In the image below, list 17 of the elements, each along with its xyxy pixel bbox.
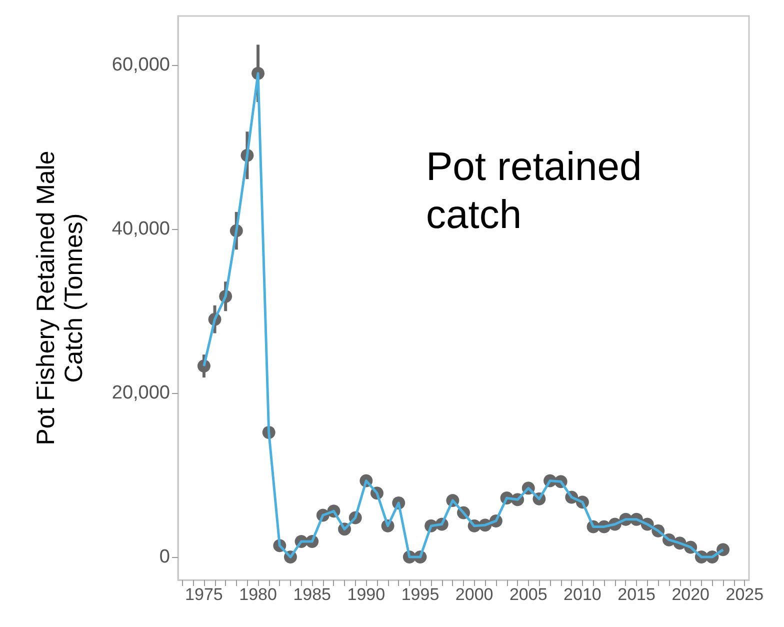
x-tick-label: 1995 [401,585,440,604]
x-tick-label: 2025 [726,585,764,604]
x-tick-label: 2005 [509,585,548,604]
x-tick-label: 1975 [185,585,223,604]
x-tick-label: 2015 [618,585,656,604]
annotation: Pot retained catch [426,145,642,237]
y-tick-label: 40,000 [112,218,170,240]
y-tick-label: 20,000 [112,382,170,404]
y-axis-title: Pot Fishery Retained Male Catch (Tonnes) [32,150,88,446]
x-tick-label: 2020 [672,585,710,604]
x-tick-label: 1980 [239,585,277,604]
x-tick-label: 2010 [564,585,602,604]
x-tick-label: 1990 [347,585,386,604]
y-tick-label: 0 [159,546,170,568]
y-tick-label: 60,000 [112,54,170,76]
x-tick-label: 2000 [455,585,494,604]
x-tick-label: 1985 [293,585,332,604]
